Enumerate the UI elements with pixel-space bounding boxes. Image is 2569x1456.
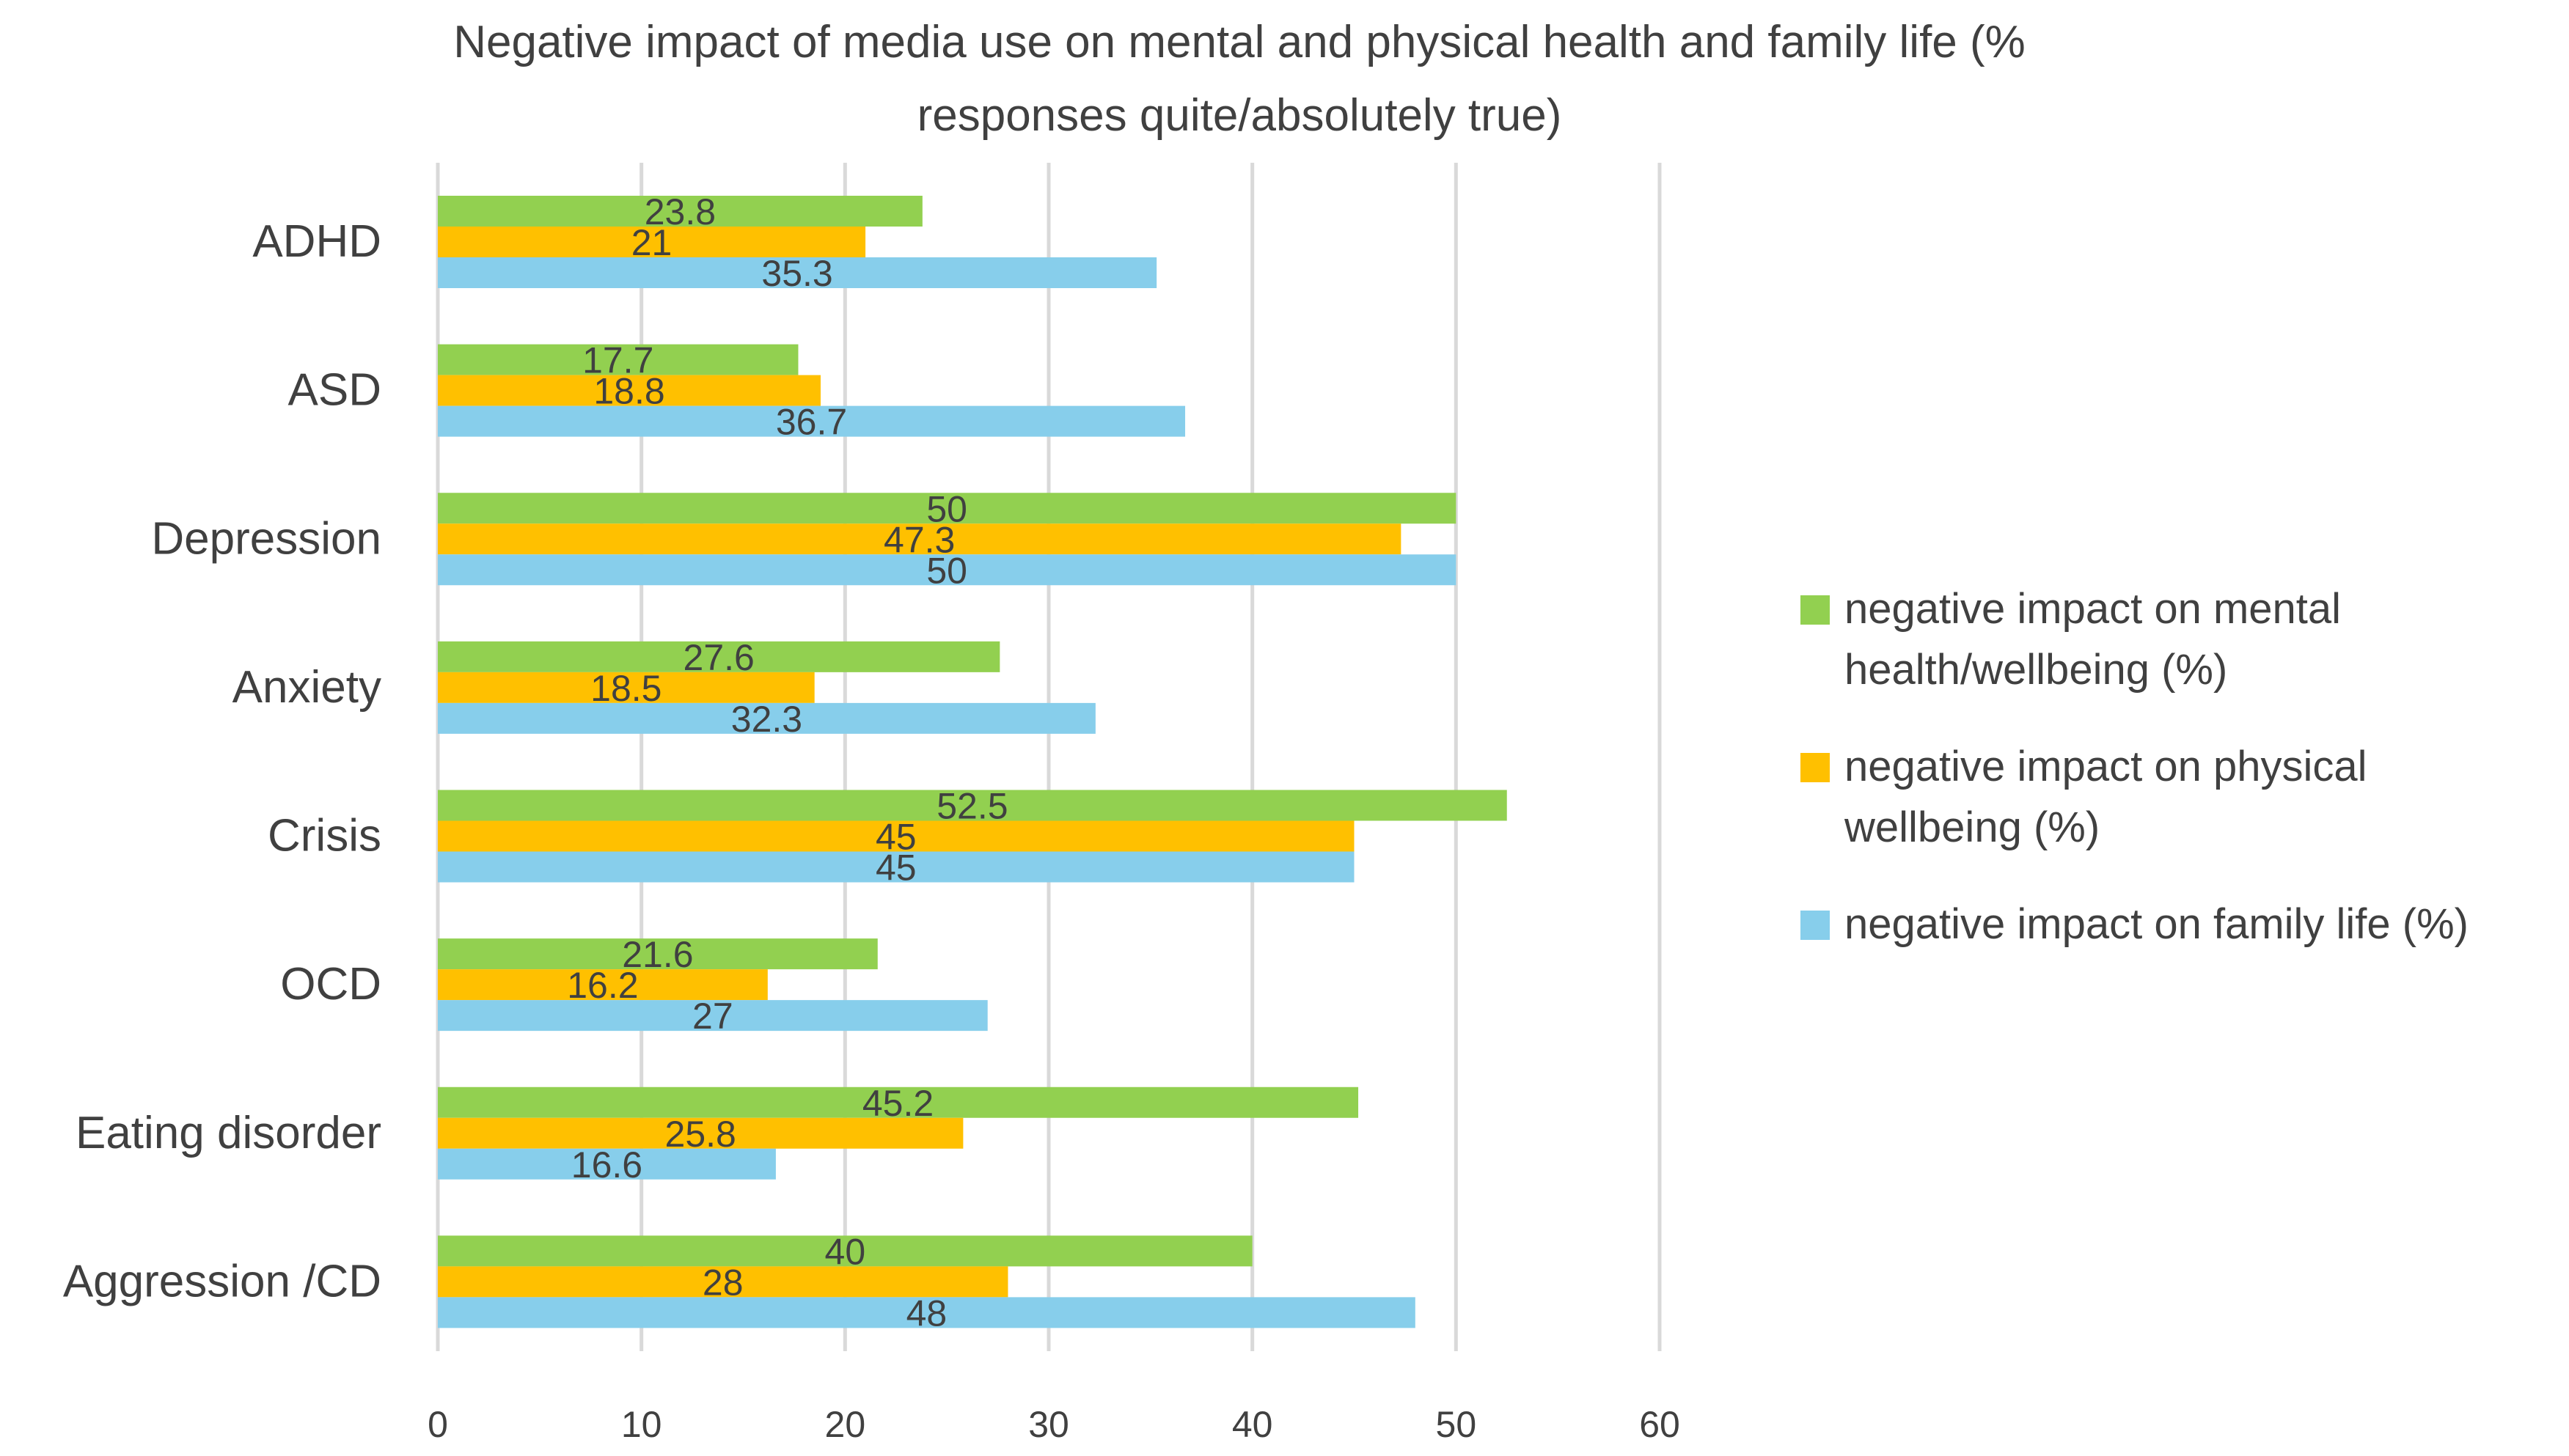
bar <box>438 257 1157 288</box>
category-label: ADHD <box>252 216 381 267</box>
bar <box>438 196 923 227</box>
value-axis: 0 10 20 30 40 50 60 <box>428 1404 1680 1445</box>
category-label: Depression <box>151 513 381 564</box>
chart-title-line-1: Negative impact of media use on mental a… <box>453 17 2026 67</box>
bar <box>438 1148 776 1180</box>
category-label: Crisis <box>268 811 381 861</box>
bar <box>438 702 1096 734</box>
data-label: 16.6 <box>571 1144 642 1185</box>
bar <box>438 1266 1008 1298</box>
category-label: OCD <box>280 959 381 1010</box>
data-label: 28 <box>703 1262 744 1303</box>
category-axis: ADHD ASD Depression Anxiety Crisis OCD Eating … <box>63 216 381 1306</box>
bar <box>438 523 1401 555</box>
bar <box>438 790 1507 821</box>
chart-title-line-2: responses quite/absolutely true) <box>917 90 1562 141</box>
bar <box>438 344 799 375</box>
category-label: Aggression /CD <box>63 1256 381 1306</box>
x-tick-label: 30 <box>1028 1404 1069 1445</box>
data-label: 35.3 <box>761 253 832 294</box>
bar <box>438 1087 1359 1118</box>
bar <box>438 405 1186 437</box>
bar <box>438 641 1000 672</box>
data-label: 48 <box>906 1293 948 1334</box>
x-tick-label: 20 <box>825 1404 866 1445</box>
data-label: 18.8 <box>593 371 664 412</box>
legend: negative impact on mental health/wellbein… <box>1800 585 2469 948</box>
bar <box>438 227 866 257</box>
data-label: 40 <box>825 1231 866 1272</box>
x-tick-label: 50 <box>1436 1404 1477 1445</box>
data-label: 21.6 <box>622 934 693 975</box>
bar <box>438 1235 1253 1267</box>
category-label: Anxiety <box>232 662 381 713</box>
bar <box>438 1000 988 1032</box>
x-tick-label: 40 <box>1232 1404 1273 1445</box>
bar <box>438 672 815 703</box>
legend-swatch <box>1800 753 1830 782</box>
legend-label: wellbeing (%) <box>1844 804 2100 851</box>
bar <box>438 1297 1415 1328</box>
legend-entry: negative impact on mental health/wellbein… <box>1800 585 2341 694</box>
category-label: Eating disorder <box>76 1108 381 1158</box>
x-tick-label: 10 <box>621 1404 662 1445</box>
bar <box>438 375 821 406</box>
x-tick-label: 0 <box>428 1404 448 1445</box>
x-tick-label: 60 <box>1639 1404 1680 1445</box>
data-label: 27.6 <box>684 637 755 678</box>
data-label: 23.8 <box>645 191 716 232</box>
category-label: ASD <box>288 365 381 416</box>
bar <box>438 969 768 1001</box>
bar <box>438 820 1355 852</box>
data-label: 36.7 <box>776 402 847 443</box>
legend-label: negative impact on mental <box>1844 585 2341 633</box>
legend-label: negative impact on physical <box>1844 743 2367 790</box>
data-label: 21 <box>631 222 673 263</box>
bar <box>438 1117 964 1149</box>
data-label: 45.2 <box>862 1083 934 1124</box>
data-label: 16.2 <box>567 965 638 1006</box>
bars <box>438 196 1507 1328</box>
bar <box>438 851 1355 883</box>
legend-entry: negative impact on physical wellbeing (%) <box>1800 743 2367 851</box>
data-label: 18.5 <box>590 668 662 709</box>
legend-entry: negative impact on family life (%) <box>1800 900 2469 948</box>
data-label: 52.5 <box>937 786 1008 827</box>
data-label: 25.8 <box>665 1114 736 1155</box>
data-label: 45 <box>876 817 917 858</box>
chart-title: Negative impact of media use on mental a… <box>453 17 2026 141</box>
data-label: 32.3 <box>731 699 802 740</box>
data-label: 45 <box>876 848 917 889</box>
bar <box>438 493 1456 524</box>
data-label: 27 <box>692 996 733 1037</box>
bar <box>438 554 1456 586</box>
legend-label: health/wellbeing (%) <box>1844 646 2227 694</box>
data-label: 50 <box>926 550 967 591</box>
legend-swatch <box>1800 595 1830 625</box>
data-label: 17.7 <box>582 340 653 381</box>
legend-swatch <box>1800 911 1830 940</box>
legend-label: negative impact on family life (%) <box>1844 900 2469 948</box>
data-label: 50 <box>926 488 967 529</box>
data-label: 47.3 <box>884 519 955 560</box>
bar <box>438 938 878 970</box>
